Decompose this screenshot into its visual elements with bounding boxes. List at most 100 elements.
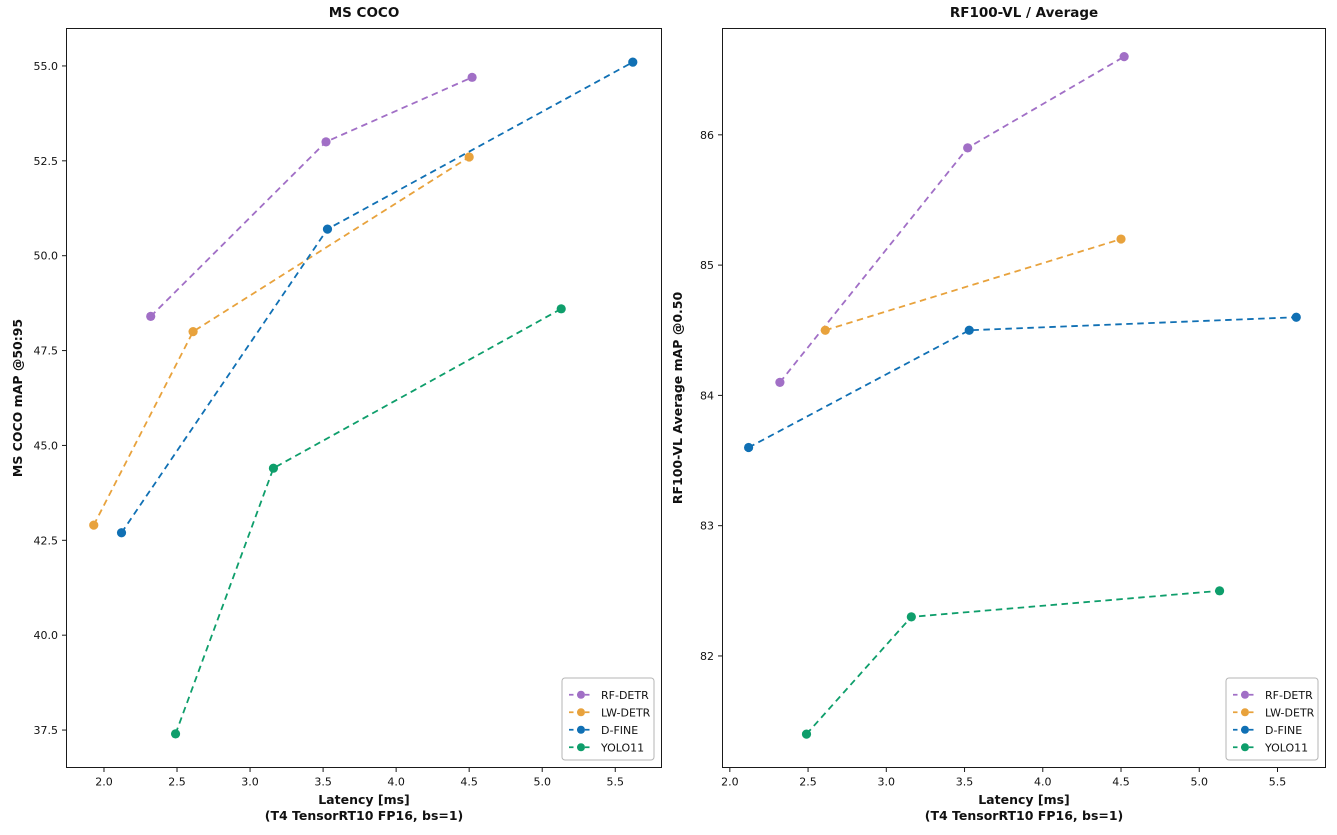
y-tick-label: 52.5 — [34, 155, 59, 168]
x-axis-label-text: Latency [ms] — [978, 792, 1070, 807]
x-axis-label-ms-coco: Latency [ms] (T4 TensorRT10 FP16, bs=1) — [66, 792, 662, 828]
x-axis-label-note: (T4 TensorRT10 FP16, bs=1) — [924, 808, 1124, 823]
series-line — [174, 308, 562, 735]
x-tick-label: 5.5 — [607, 776, 625, 789]
data-point — [188, 326, 198, 337]
data-point — [801, 729, 812, 739]
legend-sample-marker — [1241, 743, 1249, 752]
series-d-fine — [744, 312, 1301, 453]
legend-item-label: D-FINE — [601, 724, 638, 737]
legend-sample-marker — [577, 725, 585, 734]
x-tick-label: 2.5 — [799, 776, 817, 789]
y-tick-label: 55.0 — [34, 60, 59, 73]
x-axis-label-note: (T4 TensorRT10 FP16, bs=1) — [264, 808, 464, 823]
y-axis: 37.5 40.0 42.5 45.0 47.5 50.0 52.5 55.0 — [34, 60, 66, 737]
x-tick-label: 2.0 — [721, 776, 739, 789]
x-tick-label: 4.0 — [387, 776, 405, 789]
x-tick-label: 4.0 — [1034, 776, 1052, 789]
axes-spines — [66, 28, 662, 768]
legend-item-label: LW-DETR — [601, 706, 651, 719]
data-point — [464, 152, 474, 162]
legend-sample-marker — [1241, 725, 1249, 734]
chart-title-rf100vl: RF100-VL / Average — [949, 5, 1099, 21]
x-axis-label-rf100vl: Latency [ms] (T4 TensorRT10 FP16, bs=1) — [722, 792, 1326, 828]
y-axis: 82 83 84 85 86 — [700, 129, 722, 663]
data-point — [744, 442, 754, 453]
series-line — [825, 238, 1122, 332]
axes-spines — [722, 28, 1326, 768]
y-tick-label: 85 — [700, 259, 714, 272]
legend-box — [1225, 677, 1319, 761]
y-tick-label: 40.0 — [34, 629, 59, 642]
series-line — [92, 156, 470, 526]
legend-sample-marker — [1241, 690, 1249, 699]
y-tick-label: 83 — [700, 520, 714, 533]
legend-item-label: YOLO11 — [600, 741, 644, 754]
data-point — [1119, 52, 1129, 62]
plot-area-rf100vl: 2.0 2.5 3.0 3.5 4.0 4.5 5.0 5.5 82 83 84 85 86 RF-DET… — [700, 28, 1326, 789]
series-rf-detr — [775, 52, 1129, 387]
x-tick-label: 5.5 — [1269, 776, 1287, 789]
legend-item-label: YOLO11 — [1264, 741, 1308, 754]
x-tick-label: 3.0 — [241, 776, 259, 789]
legend-item-rf-detr: RF-DETR — [569, 689, 649, 702]
data-point — [146, 311, 156, 322]
legend-sample-marker — [1241, 708, 1249, 717]
legend-item-lw-detr: LW-DETR — [1233, 706, 1315, 719]
chart-title-ms-coco: MS COCO — [328, 5, 400, 21]
x-tick-label: 5.0 — [1191, 776, 1209, 789]
legend-item-d-fine: D-FINE — [569, 724, 638, 737]
data-point — [964, 325, 974, 335]
legend-item-label: RF-DETR — [1265, 689, 1313, 702]
data-point — [556, 304, 566, 314]
series-lw-detr — [820, 234, 1126, 335]
y-tick-label: 86 — [700, 129, 714, 142]
y-tick-label: 47.5 — [34, 345, 59, 358]
series-yolo11 — [170, 304, 566, 739]
series-yolo11 — [801, 586, 1225, 739]
legend-item-rf-detr: RF-DETR — [1233, 689, 1313, 702]
series-line — [779, 55, 1125, 383]
legend-sample-marker — [577, 743, 585, 752]
series-line — [805, 589, 1220, 735]
legend-item-label: D-FINE — [1265, 724, 1302, 737]
data-point — [1214, 586, 1225, 596]
data-point — [321, 137, 331, 147]
x-tick-label: 4.5 — [1112, 776, 1130, 789]
y-tick-label: 42.5 — [34, 534, 59, 547]
x-tick-label: 2.0 — [95, 776, 113, 789]
data-point — [820, 325, 830, 335]
x-tick-label: 3.5 — [314, 776, 332, 789]
series-rf-detr — [146, 72, 477, 322]
x-axis-label-text: Latency [ms] — [318, 792, 410, 807]
y-tick-label: 50.0 — [34, 250, 59, 263]
series-line — [150, 76, 473, 318]
legend: RF-DETR LW-DETR D-FINE YOLO11 — [1225, 677, 1319, 761]
y-tick-label: 82 — [700, 650, 714, 663]
data-point — [116, 528, 127, 538]
y-axis-label-rf100vl: RF100-VL Average mAP @0.50 — [670, 291, 685, 505]
legend-sample-marker — [577, 690, 585, 699]
data-point — [1291, 312, 1301, 322]
data-point — [1116, 234, 1126, 244]
series-d-fine — [116, 57, 638, 538]
data-point — [467, 72, 477, 82]
chart-svg-ms-coco: 2.0 2.5 3.0 3.5 4.0 4.5 5.0 5.5 37.5 40.0 42.5 45.0… — [34, 28, 662, 789]
y-tick-label: 45.0 — [34, 439, 59, 452]
plot-area-ms-coco: 2.0 2.5 3.0 3.5 4.0 4.5 5.0 5.5 37.5 40.0 42.5 45.0… — [34, 28, 662, 789]
legend: RF-DETR LW-DETR D-FINE YOLO11 — [561, 677, 655, 761]
data-point — [322, 224, 333, 234]
y-axis-label-ms-coco: MS COCO mAP @50:95 — [10, 318, 25, 478]
legend-item-label: LW-DETR — [1265, 706, 1315, 719]
data-point — [170, 729, 181, 739]
x-tick-label: 4.5 — [460, 776, 478, 789]
x-axis: 2.0 2.5 3.0 3.5 4.0 4.5 5.0 5.5 — [95, 768, 624, 789]
y-tick-label: 37.5 — [34, 724, 59, 737]
legend-sample-marker — [577, 708, 585, 717]
x-tick-label: 2.5 — [168, 776, 186, 789]
series-line — [748, 316, 1297, 449]
legend-item-lw-detr: LW-DETR — [569, 706, 651, 719]
data-point — [89, 520, 99, 530]
x-tick-label: 3.5 — [956, 776, 974, 789]
